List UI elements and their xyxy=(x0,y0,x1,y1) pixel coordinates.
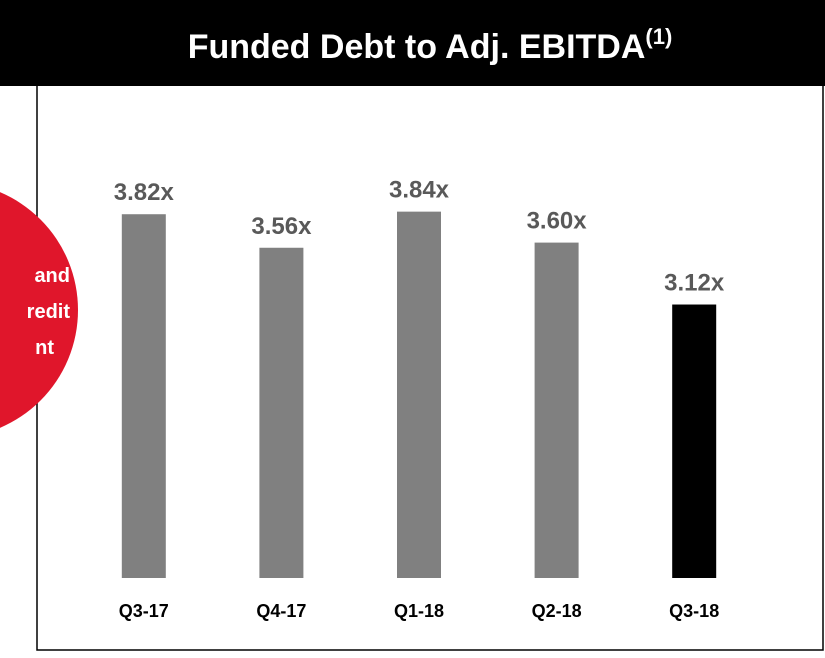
value-label: 3.12x xyxy=(664,270,725,297)
bar xyxy=(534,242,579,578)
side-badge xyxy=(0,192,78,428)
bar xyxy=(259,247,304,578)
x-tick-label: Q4-17 xyxy=(256,601,306,621)
title-text: Funded Debt to Adj. EBITDA xyxy=(188,28,646,66)
chart-title: Funded Debt to Adj. EBITDA(1) xyxy=(188,24,673,66)
plot: Q3-17 3.82x Q4-17 3.56x Q1-18 3.84x Q2-18 3.60x… xyxy=(114,177,725,621)
title-note: (1) xyxy=(645,24,672,49)
value-label: 3.60x xyxy=(527,208,588,235)
x-tick-label: Q3-18 xyxy=(669,601,719,621)
side-text: and redit nt xyxy=(27,265,71,359)
value-label: 3.56x xyxy=(251,213,312,240)
x-tick-label: Q1-18 xyxy=(394,601,444,621)
x-tick-label: Q2-18 xyxy=(532,601,582,621)
side-line: and xyxy=(34,265,70,287)
side-line: redit xyxy=(27,301,71,323)
bar xyxy=(121,214,166,578)
side-line: nt xyxy=(35,337,54,359)
bar xyxy=(397,211,441,578)
title-band xyxy=(0,0,825,86)
x-tick-label: Q3-17 xyxy=(119,601,169,621)
bar xyxy=(672,304,717,578)
value-label: 3.84x xyxy=(389,177,450,204)
value-label: 3.82x xyxy=(114,179,175,206)
